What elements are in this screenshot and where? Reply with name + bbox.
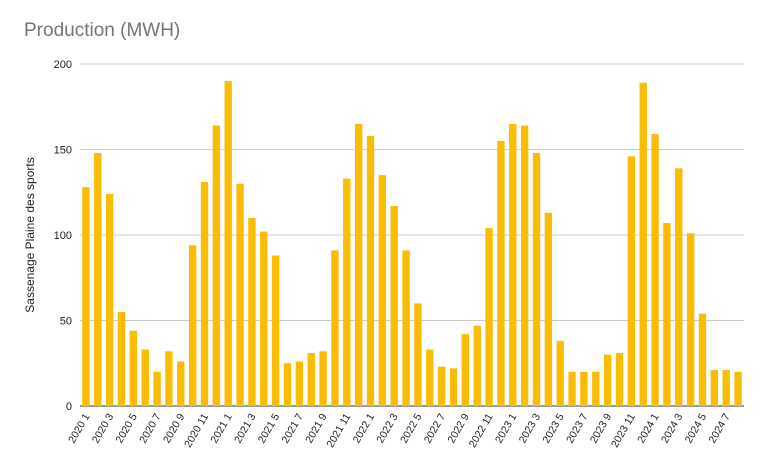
bar: [615, 352, 624, 406]
x-tick-label: 2021 3: [232, 411, 259, 445]
bar: [236, 183, 244, 406]
x-tick-label: 2021 7: [280, 411, 307, 445]
bar: [283, 363, 292, 406]
bar: [295, 361, 304, 406]
bar: [177, 361, 185, 406]
x-tick-label: 2022 7: [422, 411, 449, 445]
bar: [390, 205, 398, 406]
bar: [651, 134, 659, 407]
bar: [722, 370, 730, 406]
bar: [473, 325, 481, 406]
bar: [260, 231, 268, 406]
bar: [307, 352, 315, 406]
bar: [592, 371, 600, 406]
bar: [686, 233, 695, 406]
bar: [94, 152, 102, 406]
bar: [556, 341, 564, 406]
y-tick-label: 0: [66, 401, 72, 413]
bar: [343, 178, 351, 406]
bar: [224, 81, 232, 406]
bar: [485, 228, 493, 406]
bar: [698, 313, 707, 406]
bar: [188, 245, 197, 406]
x-tick-label: 2020 1: [66, 411, 93, 445]
bar: [248, 217, 256, 406]
x-tick-label: 2021 1: [208, 411, 235, 445]
bar: [117, 311, 126, 406]
bar: [319, 351, 327, 406]
x-tick-label: 2024 5: [683, 411, 710, 445]
bar: [141, 349, 149, 406]
x-tick-label: 2024 7: [706, 411, 733, 445]
y-tick-label: 50: [60, 316, 72, 328]
x-tick-label: 2023 7: [564, 411, 591, 445]
bar: [520, 125, 529, 406]
y-axis-label: Sassenage Plaine des sports: [23, 157, 37, 312]
x-tick-label: 2024 3: [659, 411, 686, 445]
x-tick-label: 2023 5: [540, 411, 567, 445]
x-tick-label: 2020 5: [114, 411, 141, 445]
bar: [627, 156, 636, 406]
bar: [663, 223, 671, 406]
bar: [165, 351, 173, 406]
y-tick-label: 150: [54, 145, 72, 157]
x-tick-label: 2024 1: [635, 411, 662, 445]
x-tick-label: 2023 1: [493, 411, 520, 445]
chart-title: Production (MWH): [24, 20, 181, 41]
bar: [568, 371, 576, 406]
bar: [580, 371, 588, 406]
x-tick-label: 2023 3: [517, 411, 544, 445]
bar: [461, 334, 470, 406]
bar: [200, 181, 209, 406]
bar: [532, 152, 541, 406]
bar: [437, 366, 446, 406]
bar: [82, 187, 90, 406]
x-tick-label: 2020 3: [90, 411, 117, 445]
x-tick-label: 2021 5: [256, 411, 283, 445]
bar: [639, 82, 647, 406]
bar: [734, 371, 742, 406]
x-tick-label: 2022 3: [374, 411, 401, 445]
bar: [212, 125, 221, 406]
x-tick-label: 2022 5: [398, 411, 425, 445]
bar: [544, 212, 553, 406]
bar: [129, 330, 138, 406]
bar: [509, 123, 517, 406]
y-tick-label: 100: [54, 230, 72, 242]
bar: [366, 135, 375, 406]
bar: [449, 368, 458, 406]
bar: [414, 303, 422, 406]
bar: [378, 175, 387, 406]
bar: [331, 250, 339, 406]
x-tick-label: 2022 1: [351, 411, 378, 445]
bar: [497, 140, 505, 406]
bar: [603, 354, 612, 406]
bar: [675, 168, 683, 406]
bar: [402, 250, 410, 406]
x-tick-label: 2020 7: [137, 411, 164, 445]
bar: [153, 371, 161, 406]
bar: [426, 349, 434, 406]
bar: [105, 193, 114, 406]
bar: [710, 370, 719, 406]
bar: [354, 123, 363, 406]
y-tick-label: 200: [54, 59, 72, 71]
bar: [271, 255, 280, 406]
